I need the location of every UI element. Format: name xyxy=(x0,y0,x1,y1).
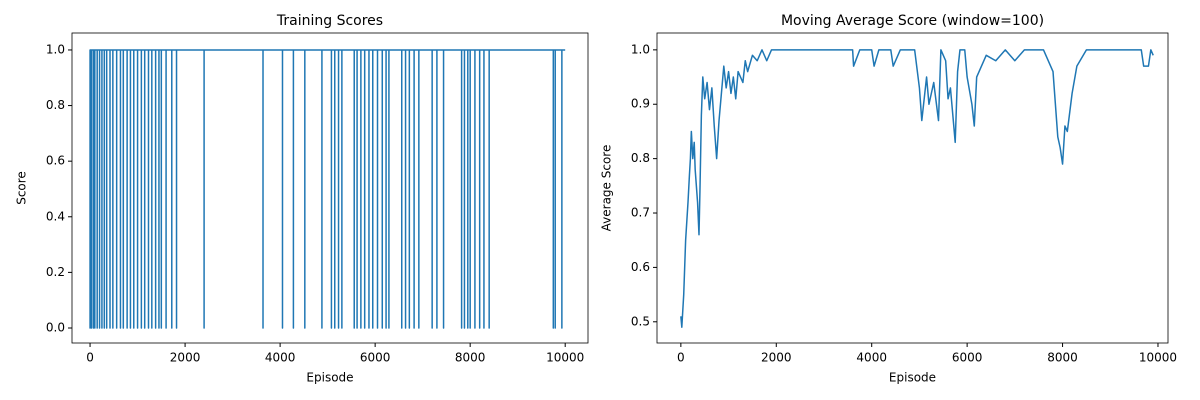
axes-frame xyxy=(71,32,589,344)
y-tick-label: 0.4 xyxy=(46,209,65,223)
y-tick-label: 0.2 xyxy=(46,265,65,279)
x-tick-label: 4000 xyxy=(856,351,887,365)
y-tick-label: 0.5 xyxy=(631,314,650,328)
x-tick-label: 6000 xyxy=(360,351,391,365)
line-series xyxy=(680,49,1154,328)
y-tick-label: 1.0 xyxy=(631,42,650,56)
y-tick-label: 0.8 xyxy=(46,98,65,112)
y-tick-label: 0.6 xyxy=(631,260,650,274)
y-axis-label: Average Score xyxy=(600,145,614,232)
chart-title: Training Scores xyxy=(276,13,383,29)
x-tick-label: 6000 xyxy=(952,351,983,365)
x-tick-label: 4000 xyxy=(265,351,296,365)
y-axis-label: Score xyxy=(15,171,29,205)
x-tick-label: 10000 xyxy=(546,351,584,365)
axes-frame xyxy=(656,32,1169,344)
x-tick-label: 0 xyxy=(86,351,94,365)
x-axis-label: Episode xyxy=(889,371,936,385)
y-tick-label: 0.8 xyxy=(631,151,650,165)
x-tick-label: 8000 xyxy=(455,351,486,365)
x-tick-label: 0 xyxy=(677,351,685,365)
y-tick-label: 0.0 xyxy=(46,320,65,334)
line-series xyxy=(89,49,566,329)
chart-title: Moving Average Score (window=100) xyxy=(781,13,1044,29)
x-axis-label: Episode xyxy=(306,371,353,385)
y-tick-label: 0.9 xyxy=(631,97,650,111)
x-tick-label: 2000 xyxy=(761,351,792,365)
x-tick-label: 8000 xyxy=(1047,351,1078,365)
y-tick-label: 0.7 xyxy=(631,206,650,220)
x-tick-label: 10000 xyxy=(1139,351,1177,365)
x-tick-label: 2000 xyxy=(170,351,201,365)
y-tick-label: 0.6 xyxy=(46,154,65,168)
y-tick-label: 1.0 xyxy=(46,42,65,56)
